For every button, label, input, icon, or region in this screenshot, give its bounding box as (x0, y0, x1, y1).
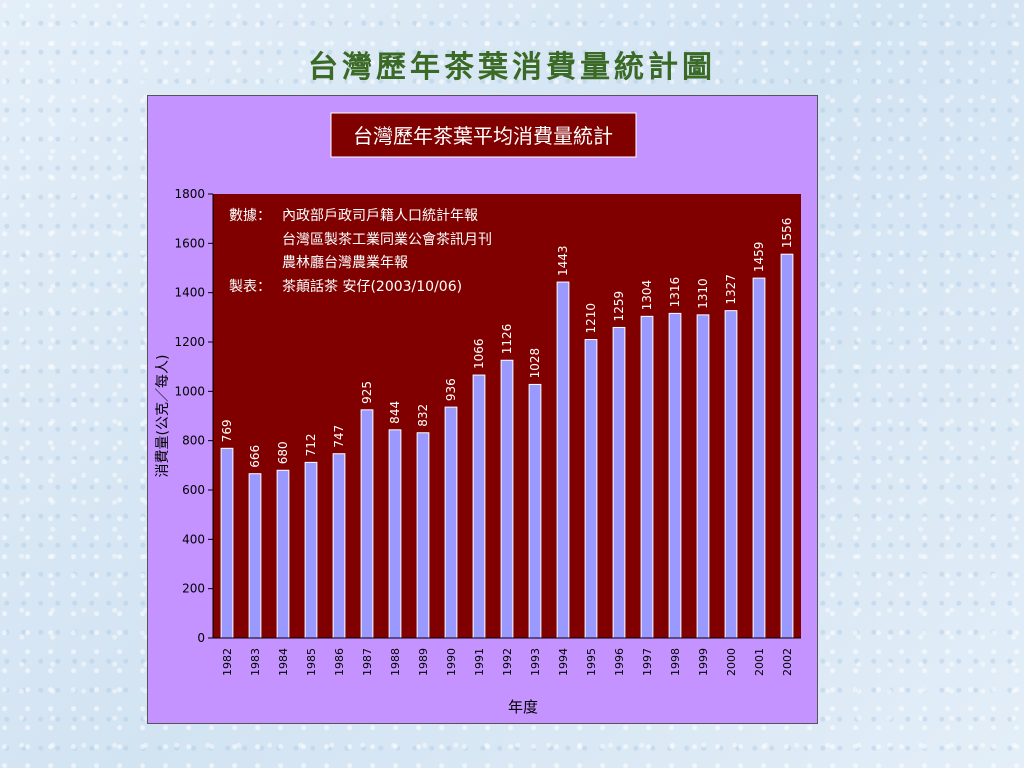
bar (332, 453, 346, 639)
bar-value-label: 936 (444, 378, 458, 401)
x-tick-label: 1990 (445, 648, 458, 676)
bar (668, 312, 682, 639)
y-tick-label: 400 (182, 532, 205, 546)
bar-value-label: 1556 (780, 218, 794, 249)
bar-value-label: 680 (276, 441, 290, 464)
y-tick-label: 1200 (174, 335, 205, 349)
source-line: 內政部戶政司戶籍人口統計年報 (282, 207, 478, 224)
bar (500, 359, 514, 639)
bar (304, 461, 318, 639)
x-tick-label: 1996 (613, 648, 626, 676)
x-tick-label: 1986 (333, 648, 346, 676)
bar-chart: 台灣歷年茶葉平均消費量統計 數據： 內政部戶政司戶籍人口統計年報 台灣區製茶工業… (155, 112, 801, 716)
bar-value-label: 1459 (752, 242, 766, 273)
bar (640, 315, 654, 639)
bar-value-label: 747 (332, 425, 346, 448)
bar-value-label: 1126 (500, 324, 514, 355)
bar (528, 383, 542, 639)
bar (220, 447, 234, 639)
bar (724, 310, 738, 639)
bar (780, 253, 794, 639)
source-line: 台灣區製茶工業同業公會茶訊月刊 (282, 232, 492, 248)
bar (360, 409, 374, 639)
bar (388, 429, 402, 639)
bar (696, 314, 710, 639)
bar-value-label: 769 (220, 419, 234, 442)
x-tick-label: 2001 (753, 648, 766, 676)
y-tick-label: 1400 (174, 286, 205, 300)
chart-frame: 台灣歷年茶葉平均消費量統計 數據： 內政部戶政司戶籍人口統計年報 台灣區製茶工業… (147, 95, 818, 724)
bar (752, 277, 766, 639)
y-tick-label: 1800 (174, 187, 205, 201)
source-label: 數據： (229, 208, 271, 224)
bar (276, 469, 290, 639)
bar-value-label: 1066 (472, 339, 486, 370)
bar-value-label: 832 (416, 404, 430, 427)
y-tick-label: 800 (182, 434, 205, 448)
y-tick-label: 1600 (174, 236, 205, 250)
bar-value-label: 1304 (640, 280, 654, 311)
bar-value-label: 844 (388, 401, 402, 424)
bar (416, 432, 430, 639)
chart-title-box (330, 112, 637, 158)
bar (584, 339, 598, 639)
chart-title: 台灣歷年茶葉平均消費量統計 (353, 124, 613, 148)
bar-value-label: 925 (360, 381, 374, 404)
bar-value-label: 1316 (668, 277, 682, 308)
bar (444, 406, 458, 639)
x-tick-label: 1987 (361, 648, 374, 676)
y-tick-label: 200 (182, 582, 205, 596)
bar-value-label: 1443 (556, 246, 570, 277)
x-axis-label: 年度 (508, 698, 538, 716)
bar (612, 326, 626, 639)
x-tick-label: 1994 (557, 648, 570, 676)
source-line: 農林廳台灣農業年報 (282, 254, 408, 271)
maker-text: 茶顛話茶 安仔(2003/10/06) (282, 278, 462, 295)
x-tick-label: 1988 (389, 648, 402, 676)
x-tick-label: 1991 (473, 648, 486, 676)
x-tick-label: 1983 (249, 648, 262, 676)
maker-label: 製表： (229, 279, 271, 295)
x-tick-label: 1997 (641, 648, 654, 676)
bar (248, 473, 262, 639)
x-tick-label: 1984 (277, 648, 290, 676)
bar-value-label: 666 (248, 445, 262, 468)
x-tick-label: 1992 (501, 648, 514, 676)
x-tick-label: 1999 (697, 648, 710, 676)
bar-value-label: 1259 (612, 291, 626, 322)
x-tick-label: 2002 (781, 648, 794, 676)
bar-value-label: 1310 (696, 278, 710, 309)
y-tick-label: 1000 (174, 384, 205, 398)
x-tick-label: 1989 (417, 648, 430, 676)
bar (556, 281, 570, 639)
y-tick-label: 0 (197, 631, 205, 645)
bar-value-label: 1210 (584, 303, 598, 334)
y-axis-label: 消費量(公克／每人) (155, 355, 171, 478)
x-tick-label: 1995 (585, 648, 598, 676)
x-tick-label: 2000 (725, 648, 738, 676)
source-notes: 數據： 內政部戶政司戶籍人口統計年報 台灣區製茶工業同業公會茶訊月刊 農林廳台灣… (229, 207, 492, 295)
bar-value-label: 712 (304, 433, 318, 456)
x-tick-label: 1998 (669, 648, 682, 676)
x-tick-label: 1993 (529, 648, 542, 676)
y-tick-label: 600 (182, 483, 205, 497)
x-tick-label: 1985 (305, 648, 318, 676)
bar-value-label: 1327 (724, 274, 738, 305)
bar (472, 374, 486, 639)
bar-value-label: 1028 (528, 348, 542, 379)
x-tick-label: 1982 (221, 648, 234, 676)
slide-title: 台灣歷年茶葉消費量統計圖 (308, 50, 716, 85)
